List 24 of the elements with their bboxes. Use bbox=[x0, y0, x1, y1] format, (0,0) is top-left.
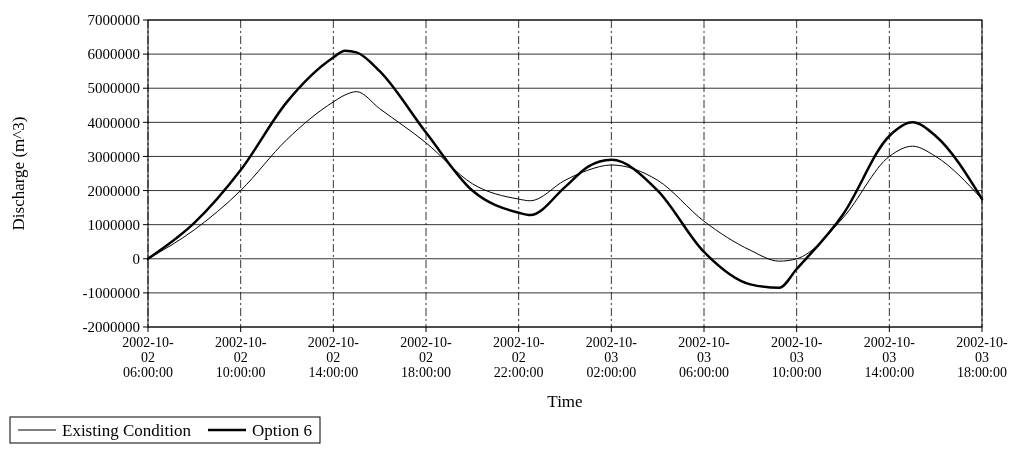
x-tick-label: 2002-10-02 10:00:00 bbox=[215, 335, 267, 380]
y-tick-label: 3000000 bbox=[87, 148, 140, 165]
y-tick-label: 2000000 bbox=[87, 182, 140, 199]
y-tick-label: 5000000 bbox=[87, 80, 140, 97]
x-tick-label: 2002-10-03 02:00:00 bbox=[585, 335, 638, 380]
x-axis-title: Time bbox=[547, 392, 583, 411]
y-tick-label: -2000000 bbox=[82, 319, 140, 336]
x-tick-label: 2002-10-02 18:00:00 bbox=[400, 335, 452, 380]
y-axis-title: Discharge (m^3) bbox=[9, 116, 28, 231]
y-tick-label: -1000000 bbox=[82, 285, 140, 302]
x-tick-label: 2002-10-03 14:00:00 bbox=[863, 335, 916, 380]
x-tick-label: 2002-10-02 14:00:00 bbox=[307, 335, 360, 380]
x-tick-label: 2002-10-03 18:00:00 bbox=[956, 335, 1008, 380]
x-tick-label: 2002-10-02 22:00:00 bbox=[493, 335, 545, 380]
y-tick-label: 6000000 bbox=[87, 46, 140, 63]
y-tick-label: 0 bbox=[132, 251, 140, 268]
y-tick-label: 4000000 bbox=[87, 114, 140, 131]
y-tick-label: 1000000 bbox=[87, 216, 140, 233]
legend-label: Option 6 bbox=[252, 420, 312, 440]
x-tick-label: 2002-10-02 06:00:00 bbox=[122, 335, 174, 380]
legend-label: Existing Condition bbox=[62, 420, 192, 440]
x-tick-label: 2002-10-03 06:00:00 bbox=[678, 335, 730, 380]
x-tick-label: 2002-10-03 10:00:00 bbox=[771, 335, 823, 380]
y-tick-label: 7000000 bbox=[87, 12, 140, 29]
